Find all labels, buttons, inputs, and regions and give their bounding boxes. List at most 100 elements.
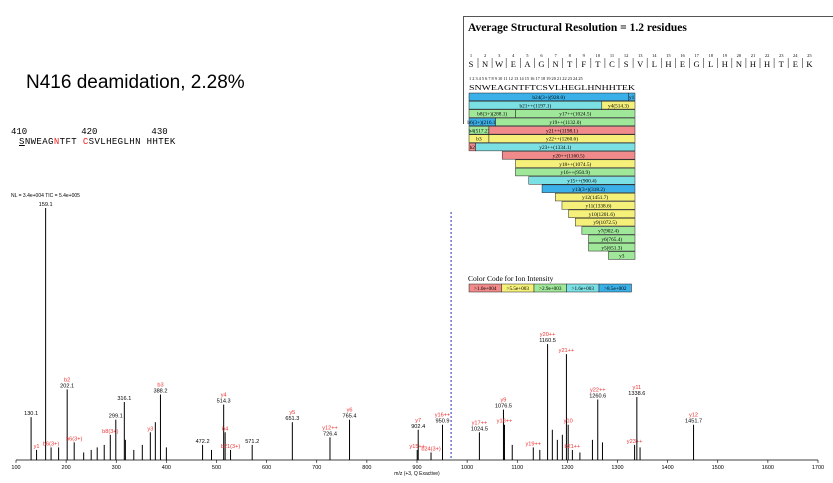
ion-cell-label: y19++(1132.0) [549, 119, 581, 126]
peak-ion-label: y10 [564, 419, 573, 425]
sequence-segment: SVLHEGLHN HHTEK [88, 137, 176, 147]
ion-cell-label: b3 [476, 137, 482, 143]
ion-cell [515, 109, 636, 118]
residue-number: 12 [624, 53, 629, 58]
peak-ion-label: y23++ [627, 439, 643, 445]
peak-ion-label: y5 [289, 410, 295, 416]
ion-cell [555, 192, 636, 202]
sequence-segment: N [53, 137, 60, 147]
peak-mz-label: 514.3 [217, 399, 231, 405]
residue-letter: K [806, 59, 813, 69]
ion-cell-label: y10(1201.6) [589, 211, 615, 218]
ion-cell-label: b8(3+)(288.1) [477, 111, 507, 118]
ion-cell-label: y15++(900.4) [567, 177, 597, 184]
peak-ion-label: b8(3+) [102, 429, 118, 435]
residue-number: 15 [666, 53, 671, 58]
peak-ion-label: y7 [415, 418, 421, 424]
residue-number: 11 [610, 53, 614, 58]
residue-letter: F [581, 59, 586, 69]
ion-cell-label: y20++(1160.5) [553, 152, 585, 159]
ion-cell [501, 151, 636, 160]
ion-cell [488, 126, 636, 135]
x-tick-label: 600 [262, 465, 271, 471]
resolution-title: Average Structural Resolution = 1.2 resi… [468, 22, 687, 34]
residue-number: 24 [793, 53, 798, 58]
ion-cell-label: y9(1072.5) [593, 219, 617, 226]
peak-ion-label: y22++ [590, 388, 606, 394]
peak-ion-label: b3 [157, 382, 163, 388]
peak-ion-label: y21++ [559, 348, 575, 354]
panel-border-left [463, 16, 464, 124]
peak-mz-label: 571.2 [245, 439, 259, 445]
residue-letter: E [793, 59, 798, 69]
residue-number: 9 [583, 53, 586, 58]
legend-label: >8.5e+002 [604, 286, 627, 292]
residue-number: 8 [569, 53, 572, 58]
ion-cell [608, 251, 636, 260]
peak-ion-label: b6(3+) [66, 436, 82, 442]
residue-letter: S [624, 59, 629, 69]
peak-ion-label: b24(3+) [421, 446, 441, 452]
x-tick-label: 1700 [812, 465, 824, 471]
peak-ion-label: b21++ [564, 444, 580, 450]
ion-cell-label: b24(3+)(928.0) [532, 94, 565, 101]
residue-letter: E [511, 59, 516, 69]
residue-letter: A [524, 59, 531, 69]
x-tick-label: 1000 [461, 465, 473, 471]
residue-number: 5 [526, 53, 529, 58]
ion-cell [588, 234, 636, 243]
ion-cell-label: b6(3+)(216.1) [467, 119, 497, 126]
residue-letter: V [637, 59, 644, 69]
residue-number: 18 [708, 53, 713, 58]
nl-tic-line: NL = 3.4e+004 TIC = 5.4e+005 [11, 193, 80, 199]
peak-ion-label: y20++ [540, 332, 556, 338]
ion-cell-label: y17++(1024.5) [559, 111, 591, 118]
legend-label: >2.9e+003 [539, 286, 562, 292]
residue-number: 19 [723, 53, 728, 58]
residue-letter: T [779, 59, 785, 69]
peak-ion-label: y12 [689, 413, 698, 419]
residue-letter: T [567, 59, 573, 69]
peak-ion-label: y4 [221, 393, 227, 399]
x-axis-label: m/z (+3, Q Exactive) [394, 471, 440, 477]
mini-sequence: SNWEAGNTFTCSVLHEGLHNHHTEK [469, 83, 635, 92]
residue-letter: C [609, 59, 615, 69]
peak-ion-label: y16++ [435, 413, 451, 419]
residue-letter: H [750, 59, 756, 69]
x-tick-label: 1300 [611, 465, 623, 471]
x-tick-label: 1600 [762, 465, 774, 471]
peak-mz-label: 1076.5 [495, 404, 512, 410]
sequence-segment: TFT [59, 137, 83, 147]
residue-letter: H [665, 59, 671, 69]
peak-mz-label: 316.1 [117, 396, 131, 402]
residue-number: 7 [554, 53, 557, 58]
x-tick-label: 200 [62, 465, 71, 471]
ion-cell-label: y11(1338.6) [586, 203, 612, 210]
peak-mz-label: 202.1 [60, 383, 74, 389]
residue-letter: L [708, 59, 713, 69]
peak-ion-label: y11 [633, 385, 642, 391]
peak-mz-label: 1260.6 [589, 394, 606, 400]
legend-label: >1.6e+003 [572, 286, 595, 292]
residue-number: 17 [694, 53, 699, 58]
legend-label: >5.5e+003 [507, 286, 530, 292]
panel-border-top [463, 16, 833, 17]
ion-cell-label: b4(517.2) [469, 127, 490, 134]
residue-number: 25 [807, 53, 812, 58]
residue-number: 3 [498, 53, 501, 58]
peak-ion-label: y1 [34, 444, 40, 450]
x-tick-label: 800 [362, 465, 371, 471]
peak-mz-label: 472.2 [196, 439, 210, 445]
ion-cell [561, 201, 636, 210]
peak-mz-label: 1024.5 [471, 426, 488, 432]
ion-cell-label: y7(902.4) [598, 228, 619, 235]
residue-letter: G [538, 59, 544, 69]
residue-number: 22 [765, 53, 770, 58]
ion-cell [588, 243, 636, 252]
sequence-segment: NWEAG [24, 137, 54, 147]
peptide-sequence: SNWEAGNTFT CSVLHEGLHN HHTEK [19, 137, 176, 147]
peak-ion-label: y17++ [472, 420, 488, 426]
ion-cell [515, 159, 636, 168]
residue-letter: G [694, 59, 700, 69]
x-tick-label: 100 [11, 465, 20, 471]
